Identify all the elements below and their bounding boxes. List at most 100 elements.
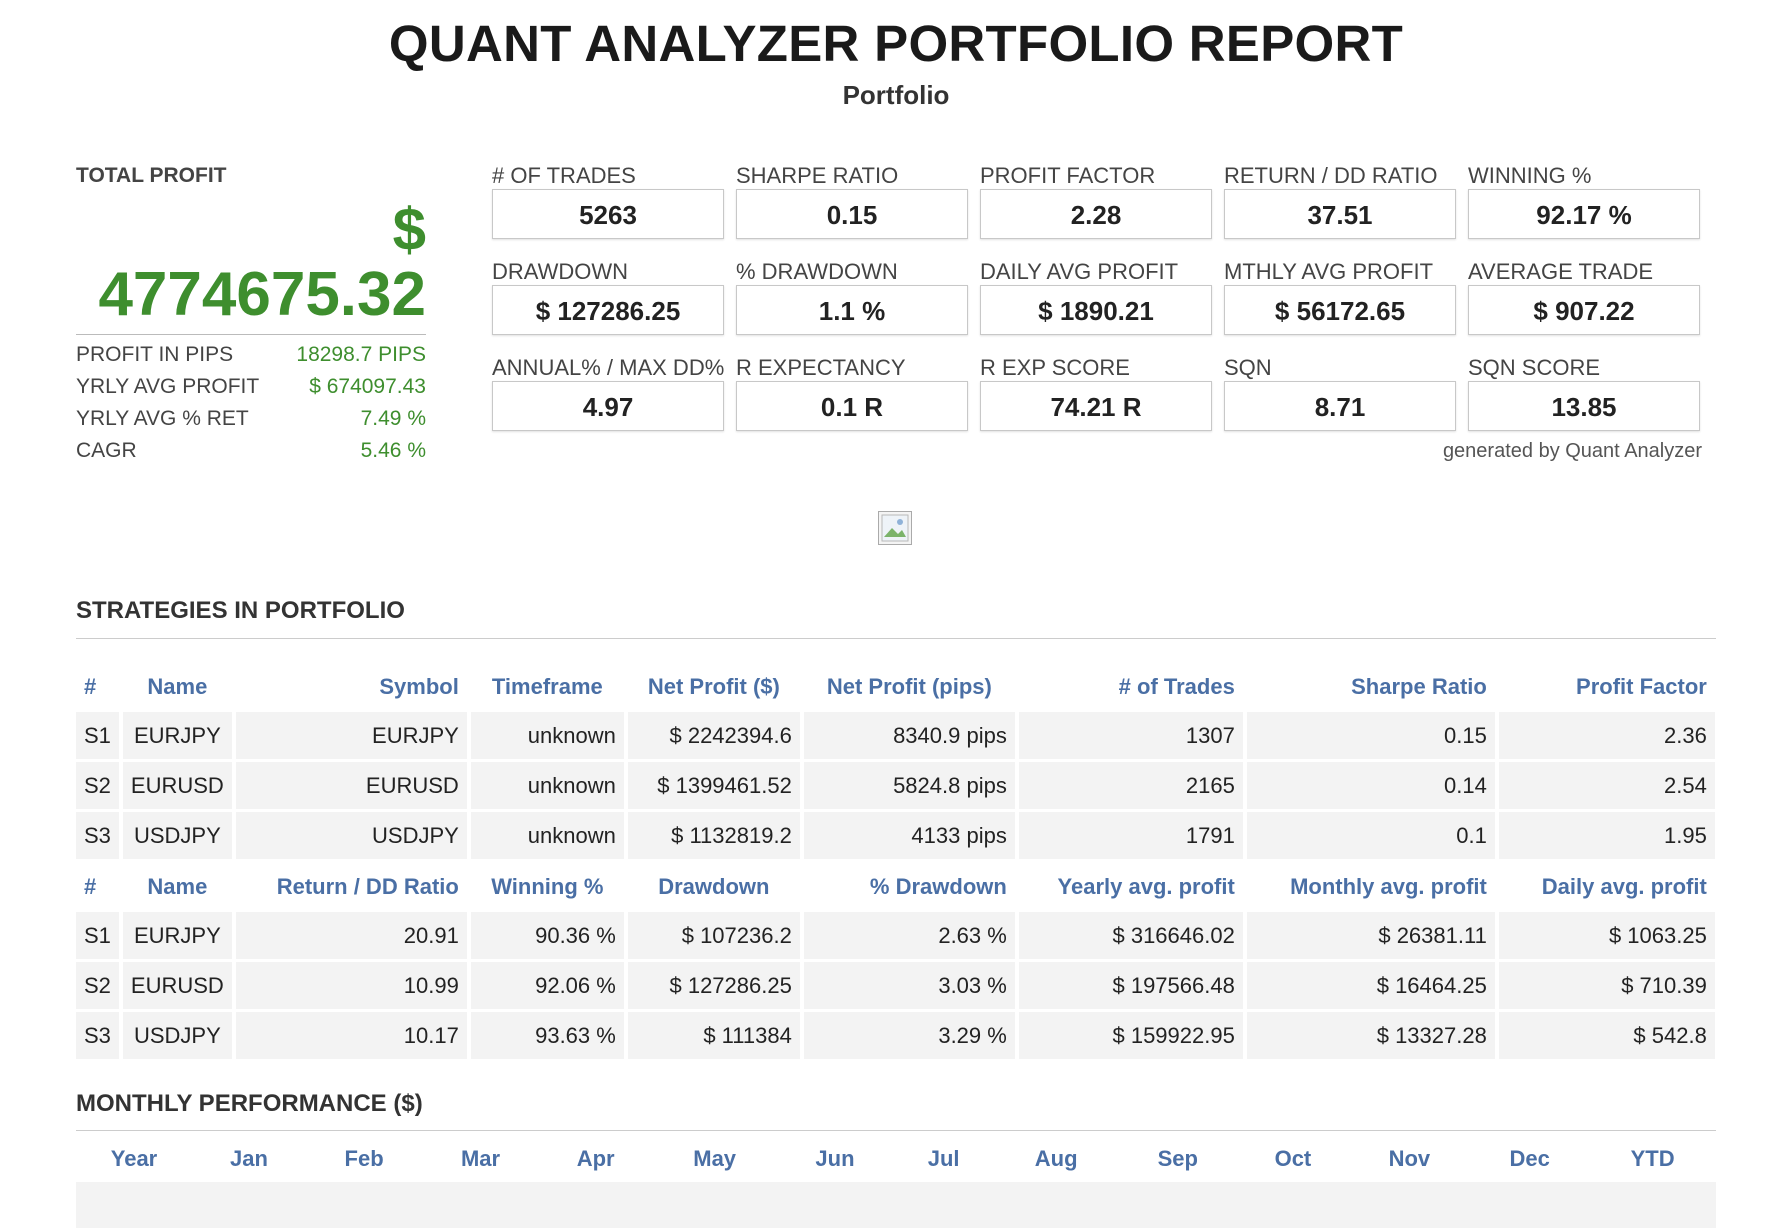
- kpi-label: SHARPE RATIO: [736, 163, 899, 188]
- monthly-performance-table: Year Jan Feb Mar Apr May Jun Jul Aug Sep…: [76, 1136, 1716, 1228]
- cell: 0.14: [1246, 762, 1495, 812]
- cell: $ 1132819.2: [627, 812, 800, 862]
- cell: 1307: [1018, 712, 1243, 762]
- cell: 2.36: [1498, 712, 1715, 762]
- col-header: Year: [110, 1146, 158, 1171]
- kpi-mthly-avg-profit: MTHLY AVG PROFIT $ 56172.65: [1224, 259, 1458, 335]
- table-row: S1 EURJPY 20.91 90.36 % $ 107236.2 2.63 % $ 31…: [76, 912, 1715, 962]
- col-header: Monthly avg. profit: [1290, 874, 1487, 899]
- col-header: Jul: [927, 1146, 960, 1171]
- cell: $ 159922.95: [1018, 1012, 1243, 1062]
- kpi-value: $ 56172.65: [1224, 285, 1456, 335]
- kpi-value: 92.17 %: [1468, 189, 1700, 239]
- cell: unknown: [470, 712, 624, 762]
- strategies-divider: [76, 638, 1716, 639]
- monthly-divider: [76, 1130, 1716, 1131]
- kpi-value: $ 907.22: [1468, 285, 1700, 335]
- kpi-label: # OF TRADES: [492, 163, 636, 188]
- col-header: YTD: [1630, 1146, 1675, 1171]
- cell: USDJPY: [235, 812, 467, 862]
- cell: $ 542.8: [1498, 1012, 1715, 1062]
- cell: EURJPY: [122, 712, 232, 762]
- cell: 2.54: [1498, 762, 1715, 812]
- col-header: Oct: [1274, 1146, 1312, 1171]
- kpi-label: WINNING %: [1468, 163, 1592, 188]
- cell: 5824.8 pips: [803, 762, 1015, 812]
- cagr-label: CAGR: [76, 439, 137, 462]
- page-subtitle: Portfolio: [842, 80, 950, 110]
- kpi-trades: # OF TRADES 5263: [492, 163, 726, 239]
- table-row: S2 EURUSD 10.99 92.06 % $ 127286.25 3.03 % $ 1…: [76, 962, 1715, 1012]
- kpi-value: 37.51: [1224, 189, 1456, 239]
- table-row: S1 EURJPY EURJPY unknown $ 2242394.6 8340.9 p…: [76, 712, 1715, 762]
- kpi-value: $ 1890.21: [980, 285, 1212, 335]
- kpi-label: R EXP SCORE: [980, 355, 1130, 380]
- col-header: Feb: [344, 1146, 384, 1171]
- col-header: Daily avg. profit: [1541, 874, 1707, 899]
- kpi-average-trade: AVERAGE TRADE $ 907.22: [1468, 259, 1702, 335]
- kpi-value: 4.97: [492, 381, 724, 431]
- cell: 1.95: [1498, 812, 1715, 862]
- kpi-label: R EXPECTANCY: [736, 355, 906, 380]
- kpi-r-expectancy: R EXPECTANCY 0.1 R: [736, 355, 970, 431]
- cell: 8340.9 pips: [803, 712, 1015, 762]
- col-header: Jun: [815, 1146, 855, 1171]
- kpi-label: ANNUAL% / MAX DD%: [492, 355, 725, 380]
- kpi-pct-drawdown: % DRAWDOWN 1.1 %: [736, 259, 970, 335]
- monthly-section-title: MONTHLY PERFORMANCE ($): [76, 1090, 423, 1117]
- kpi-value: 0.15: [736, 189, 968, 239]
- kpi-winning-pct: WINNING % 92.17 %: [1468, 163, 1702, 239]
- table-row: [76, 1182, 1716, 1228]
- kpi-r-exp-score: R EXP SCORE 74.21 R: [980, 355, 1214, 431]
- cell: 3.03 %: [803, 962, 1015, 1012]
- cell: S1: [76, 712, 119, 762]
- cell: EURJPY: [235, 712, 467, 762]
- generated-by-note: generated by Quant Analyzer: [1442, 440, 1702, 462]
- kpi-label: DRAWDOWN: [492, 259, 629, 284]
- cell: unknown: [470, 812, 624, 862]
- col-header: Timeframe: [491, 674, 603, 699]
- strategies-header-row: # Name Symbol Timeframe Net Profit ($) N…: [76, 662, 1715, 712]
- cell: unknown: [470, 762, 624, 812]
- col-header: # of Trades: [1118, 674, 1235, 699]
- kpi-value: 8.71: [1224, 381, 1456, 431]
- col-header: May: [693, 1146, 737, 1171]
- kpi-drawdown: DRAWDOWN $ 127286.25: [492, 259, 726, 335]
- kpi-daily-avg-profit: DAILY AVG PROFIT $ 1890.21: [980, 259, 1214, 335]
- yrly-avg-ret-label: YRLY AVG % RET: [76, 407, 249, 430]
- cell: $ 2242394.6: [627, 712, 800, 762]
- col-header: #: [84, 874, 97, 899]
- cell: USDJPY: [122, 812, 232, 862]
- cell: 1791: [1018, 812, 1243, 862]
- cell: $ 1063.25: [1498, 912, 1715, 962]
- cell: 0.15: [1246, 712, 1495, 762]
- strategies-header-row-2: # Name Return / DD Ratio Winning % Drawd…: [76, 862, 1715, 912]
- cell: EURUSD: [122, 762, 232, 812]
- kpi-value: 74.21 R: [980, 381, 1212, 431]
- cell: $ 13327.28: [1246, 1012, 1495, 1062]
- col-header: Dec: [1509, 1146, 1550, 1171]
- kpi-value: 2.28: [980, 189, 1212, 239]
- cell: S2: [76, 762, 119, 812]
- total-profit-currency: $: [392, 196, 426, 263]
- kpi-sharpe-ratio: SHARPE RATIO 0.15: [736, 163, 970, 239]
- kpi-return-dd-ratio: RETURN / DD RATIO 37.51: [1224, 163, 1458, 239]
- yrly-avg-ret-row: YRLY AVG % RET 7.49 %: [76, 403, 426, 435]
- col-header: Net Profit (pips): [826, 674, 992, 699]
- page-title: QUANT ANALYZER PORTFOLIO REPORT: [388, 15, 1404, 72]
- yrly-avg-ret-value: 7.49 %: [360, 407, 426, 430]
- kpi-label: SQN: [1224, 355, 1272, 380]
- kpi-label: RETURN / DD RATIO: [1224, 163, 1438, 188]
- cell: $ 111384: [627, 1012, 800, 1062]
- cell: S3: [76, 1012, 119, 1062]
- cell: 4133 pips: [803, 812, 1015, 862]
- kpi-value: $ 127286.25: [492, 285, 724, 335]
- cell: 2.63 %: [803, 912, 1015, 962]
- kpi-value: 0.1 R: [736, 381, 968, 431]
- total-profit-value: 4774675.32: [76, 262, 426, 335]
- cagr-value: 5.46 %: [360, 439, 426, 462]
- cagr-row: CAGR 5.46 %: [76, 435, 426, 467]
- cell: 20.91: [235, 912, 467, 962]
- cell: 90.36 %: [470, 912, 624, 962]
- col-header: Aug: [1034, 1146, 1078, 1171]
